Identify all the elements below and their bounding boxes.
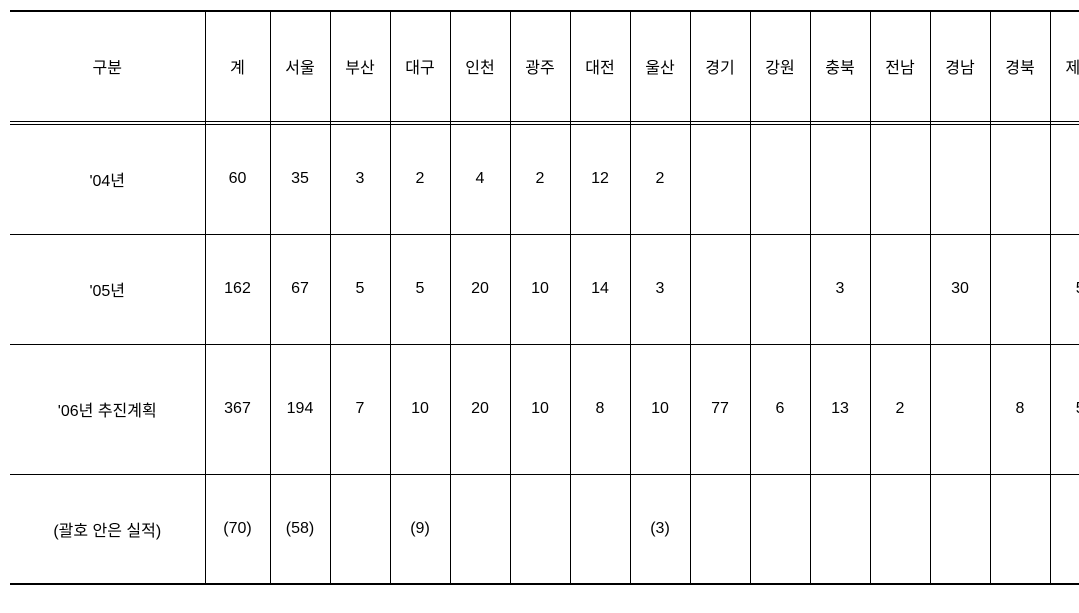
cell: 10: [510, 344, 570, 474]
cell: (58): [270, 474, 330, 584]
cell: [870, 234, 930, 344]
row-label: (괄호 안은 실적): [10, 474, 205, 584]
cell: 10: [390, 344, 450, 474]
cell: [690, 474, 750, 584]
cell: 14: [570, 234, 630, 344]
table-row: '04년 60 35 3 2 4 2 12 2: [10, 124, 1079, 234]
cell: 10: [630, 344, 690, 474]
cell: [750, 124, 810, 234]
cell: [990, 234, 1050, 344]
col-header-chungbuk: 충북: [810, 11, 870, 121]
col-header-jeonnam: 전남: [870, 11, 930, 121]
cell: 13: [810, 344, 870, 474]
cell: (3): [630, 474, 690, 584]
cell: [1050, 474, 1079, 584]
cell: [330, 474, 390, 584]
row-label: '05년: [10, 234, 205, 344]
cell: [870, 474, 930, 584]
cell: 6: [750, 344, 810, 474]
cell: [930, 474, 990, 584]
col-header-busan: 부산: [330, 11, 390, 121]
col-header-gyeongbuk: 경북: [990, 11, 1050, 121]
cell: 3: [330, 124, 390, 234]
cell: 2: [870, 344, 930, 474]
row-label: '04년: [10, 124, 205, 234]
cell: [810, 124, 870, 234]
cell: [510, 474, 570, 584]
cell: 194: [270, 344, 330, 474]
table-header-row: 구분 계 서울 부산 대구 인천 광주 대전 울산 경기 강원 충북 전남 경남…: [10, 11, 1079, 121]
cell: 2: [510, 124, 570, 234]
cell: 8: [570, 344, 630, 474]
col-header-daegu: 대구: [390, 11, 450, 121]
col-header-seoul: 서울: [270, 11, 330, 121]
cell: 30: [930, 234, 990, 344]
cell: 67: [270, 234, 330, 344]
cell: [690, 124, 750, 234]
data-table: 구분 계 서울 부산 대구 인천 광주 대전 울산 경기 강원 충북 전남 경남…: [10, 10, 1079, 585]
cell: 10: [510, 234, 570, 344]
cell: [1050, 124, 1079, 234]
cell: 35: [270, 124, 330, 234]
cell: (9): [390, 474, 450, 584]
col-header-gye: 계: [205, 11, 270, 121]
col-header-jeju: 제주: [1050, 11, 1079, 121]
cell: 2: [390, 124, 450, 234]
cell: [570, 474, 630, 584]
cell: [450, 474, 510, 584]
cell: (70): [205, 474, 270, 584]
cell: 12: [570, 124, 630, 234]
cell: 2: [630, 124, 690, 234]
cell: 4: [450, 124, 510, 234]
col-header-daejeon: 대전: [570, 11, 630, 121]
col-header-gwangju: 광주: [510, 11, 570, 121]
col-header-gubun: 구분: [10, 11, 205, 121]
cell: 5: [330, 234, 390, 344]
row-label: '06년 추진계획: [10, 344, 205, 474]
cell: 20: [450, 234, 510, 344]
cell: 5: [1050, 344, 1079, 474]
cell: [990, 124, 1050, 234]
col-header-incheon: 인천: [450, 11, 510, 121]
cell: 3: [810, 234, 870, 344]
table-row: '05년 162 67 5 5 20 10 14 3 3 30 5: [10, 234, 1079, 344]
cell: [810, 474, 870, 584]
cell: [750, 474, 810, 584]
cell: 162: [205, 234, 270, 344]
cell: 5: [390, 234, 450, 344]
cell: 60: [205, 124, 270, 234]
cell: [750, 234, 810, 344]
cell: [990, 474, 1050, 584]
col-header-gyeonggi: 경기: [690, 11, 750, 121]
cell: [870, 124, 930, 234]
cell: 77: [690, 344, 750, 474]
col-header-gyeongnam: 경남: [930, 11, 990, 121]
cell: [690, 234, 750, 344]
col-header-gangwon: 강원: [750, 11, 810, 121]
cell: 3: [630, 234, 690, 344]
cell: 20: [450, 344, 510, 474]
table-row: (괄호 안은 실적) (70) (58) (9) (3): [10, 474, 1079, 584]
col-header-ulsan: 울산: [630, 11, 690, 121]
table-row: '06년 추진계획 367 194 7 10 20 10 8 10 77 6 1…: [10, 344, 1079, 474]
cell: [930, 124, 990, 234]
cell: 5: [1050, 234, 1079, 344]
cell: 7: [330, 344, 390, 474]
cell: 367: [205, 344, 270, 474]
cell: 8: [990, 344, 1050, 474]
cell: [930, 344, 990, 474]
